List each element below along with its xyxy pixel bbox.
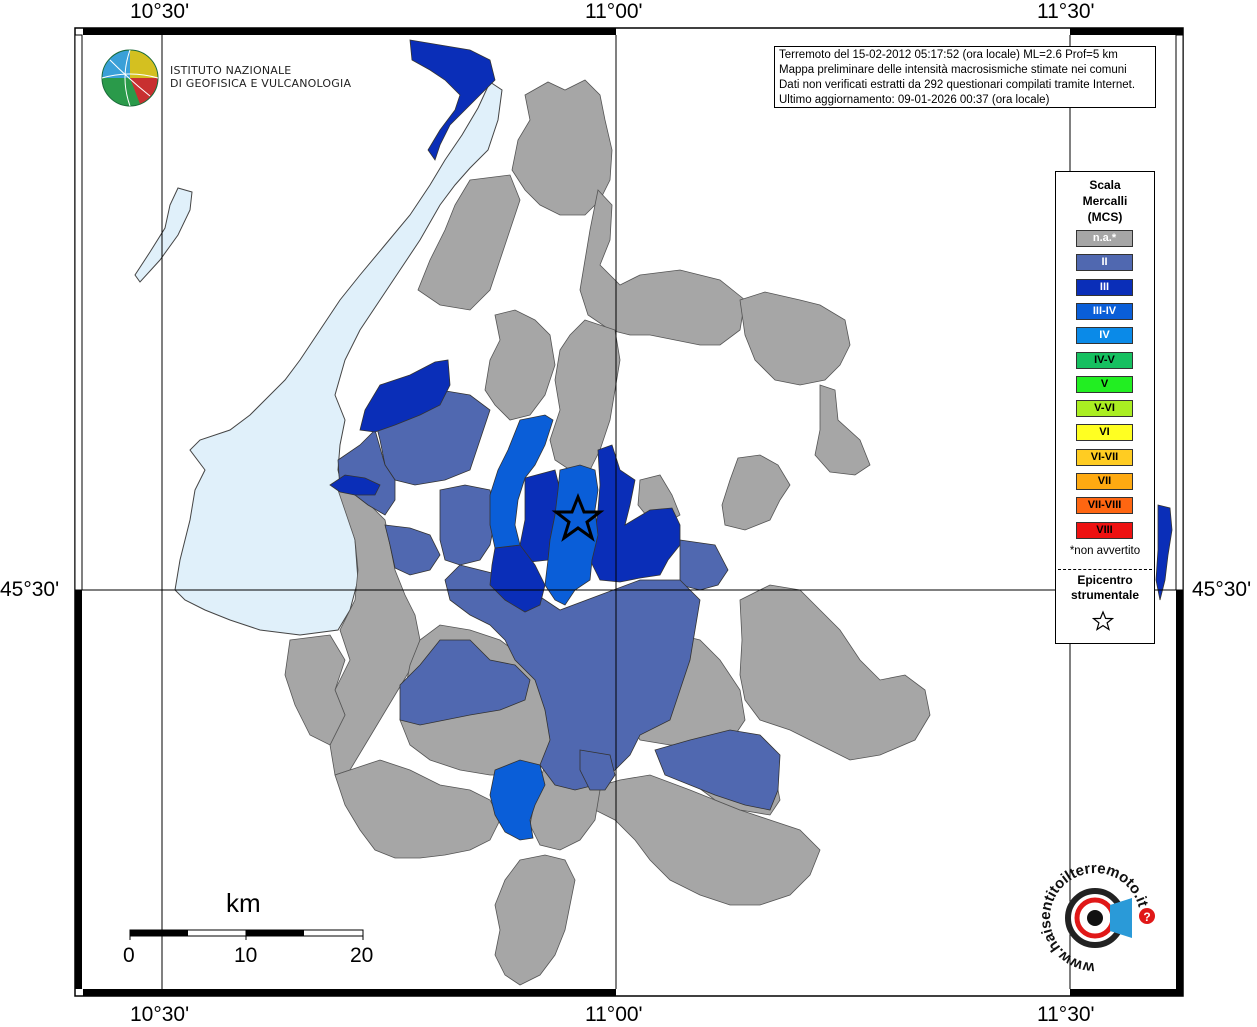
legend-star-icon bbox=[1092, 610, 1114, 631]
legend-swatch-v-vi: V-VI bbox=[1076, 400, 1133, 418]
lon-label-bottom-3: 11°30' bbox=[1037, 1003, 1095, 1026]
ingv-logo-line1: ISTITUTO NAZIONALE bbox=[170, 64, 292, 77]
event-info-line3: Dati non verificati estratti da 292 ques… bbox=[779, 79, 1136, 91]
event-info-line4: Ultimo aggiornamento: 09-01-2026 00:37 (… bbox=[779, 94, 1050, 106]
hsit-logo: ? bbox=[1065, 888, 1155, 948]
svg-text:www.haisentitoilterremoto.it: www.haisentitoilterremoto.it bbox=[1037, 860, 1151, 976]
legend-title: Scala Mercalli (MCS) bbox=[1082, 178, 1128, 224]
lon-label-top-1: 10°30' bbox=[130, 0, 190, 23]
legend-swatch-iii: III bbox=[1076, 278, 1133, 296]
lat-label-right: 45°30' bbox=[1192, 578, 1252, 601]
legend-swatch-iv-v: IV-V bbox=[1076, 351, 1133, 369]
scale-tick-10: 10 bbox=[234, 944, 258, 967]
hsit-logo-text: www.haisentitoilterremoto.it bbox=[1037, 860, 1151, 976]
municipalities-iii bbox=[329, 39, 1173, 613]
legend-swatch-viii: VIII bbox=[1076, 521, 1133, 539]
legend-divider bbox=[1058, 569, 1152, 570]
event-info-line1: Terremoto del 15-02-2012 05:17:52 (ora l… bbox=[779, 49, 1118, 61]
legend-swatch-vii: VII bbox=[1076, 473, 1133, 490]
legend-swatch-vii-viii: VII-VIII bbox=[1076, 497, 1133, 515]
municipalities-iii-iv bbox=[489, 414, 599, 841]
legend-swatch-n-a: n.a.* bbox=[1076, 230, 1133, 247]
legend-note: *non avvertito bbox=[1069, 545, 1141, 557]
lake-ledro bbox=[134, 187, 193, 283]
ingv-logo-globe bbox=[101, 49, 159, 107]
lon-label-top-2: 11°00' bbox=[585, 0, 643, 23]
event-info-line2: Mappa preliminare delle intensità macros… bbox=[779, 64, 1127, 76]
legend-epicenter-label: Epicentro strumentale bbox=[1070, 573, 1140, 602]
mcs-legend: Scala Mercalli (MCS) n.a.* II III III-IV IV I… bbox=[1055, 171, 1155, 644]
map-border-bars bbox=[74, 28, 1184, 996]
legend-swatch-iii-iv: III-IV bbox=[1076, 302, 1133, 320]
epicenter-star bbox=[551, 492, 605, 542]
lake-garda bbox=[174, 81, 503, 636]
lon-label-bottom-1: 10°30' bbox=[130, 1003, 190, 1026]
scale-tick-0: 0 bbox=[123, 944, 135, 967]
scale-tick-20: 20 bbox=[350, 944, 374, 967]
legend-swatch-vi: VI bbox=[1076, 424, 1133, 442]
hsit-arc-text: www.haisentitoilterremoto.it bbox=[1037, 860, 1151, 976]
lon-label-top-3: 11°30' bbox=[1037, 0, 1095, 23]
legend-swatch-ii: II bbox=[1076, 254, 1133, 272]
ingv-logo-text: ISTITUTO NAZIONALE DI GEOFISICA E VULCAN… bbox=[170, 64, 351, 90]
scale-bar bbox=[129, 929, 364, 940]
legend-swatch-iv: IV bbox=[1076, 327, 1133, 345]
hsit-badge: ? bbox=[1143, 910, 1150, 924]
ingv-logo-line2: DI GEOFISICA E VULCANOLOGIA bbox=[170, 77, 352, 90]
event-info-box: Terremoto del 15-02-2012 05:17:52 (ora l… bbox=[774, 46, 1156, 108]
scale-unit: km bbox=[226, 888, 261, 918]
lon-label-bottom-2: 11°00' bbox=[585, 1003, 643, 1026]
lat-label-left: 45°30' bbox=[0, 578, 60, 601]
legend-swatch-v: V bbox=[1076, 375, 1133, 393]
legend-swatch-vi-vii: VI-VII bbox=[1076, 448, 1133, 466]
